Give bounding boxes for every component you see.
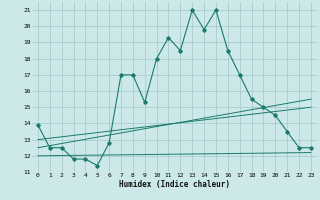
X-axis label: Humidex (Indice chaleur): Humidex (Indice chaleur)	[119, 180, 230, 189]
